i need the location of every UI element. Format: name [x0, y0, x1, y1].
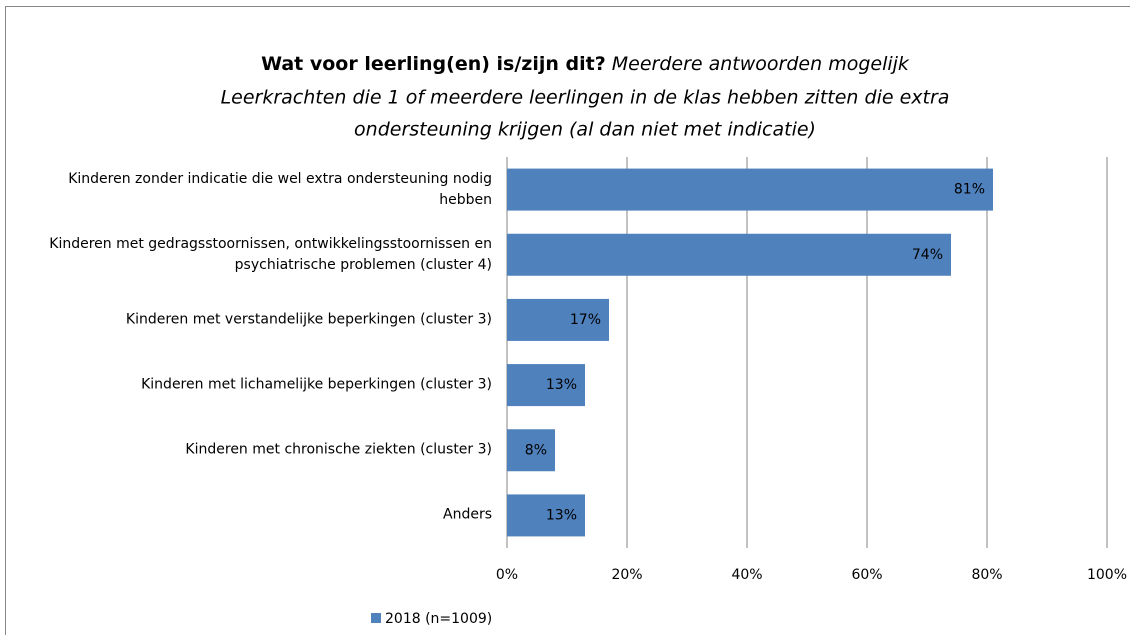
y-tick-label: Kinderen met gedragsstoornissen, ontwikk…: [49, 235, 492, 273]
y-tick-label: Kinderen met lichamelijke beperkingen (c…: [141, 376, 492, 393]
x-tick-label: 20%: [611, 567, 642, 583]
x-tick-label: 40%: [731, 567, 762, 583]
data-label: 8%: [525, 442, 547, 458]
subtitle: Meerdere antwoorden mogelijk: [612, 53, 910, 75]
legend-label: 2018 (n=1009): [385, 611, 492, 627]
data-label: 74%: [912, 247, 943, 263]
y-tick-label: Kinderen met chronische ziekten (cluster…: [185, 441, 492, 458]
legend-swatch: [371, 613, 381, 623]
data-label: 13%: [546, 377, 577, 393]
data-label: 13%: [546, 507, 577, 523]
subtitle: Leerkrachten die 1 of meerdere leerlinge…: [221, 87, 950, 109]
x-tick-label: 100%: [1087, 567, 1127, 583]
bar: [507, 298, 609, 341]
x-tick-label: 0%: [496, 567, 518, 583]
data-label: 81%: [954, 182, 985, 198]
bar: [507, 168, 993, 211]
y-tick-label: Kinderen met verstandelijke beperkingen …: [125, 311, 492, 328]
bar: [507, 494, 585, 537]
bar: [507, 233, 951, 276]
subtitle: ondersteuning krijgen (al dan niet met i…: [354, 119, 816, 141]
data-label: 17%: [570, 312, 601, 328]
y-tick-label: Kinderen zonder indicatie die wel extra …: [68, 170, 492, 208]
frame: [5, 6, 1130, 635]
chart-title: Wat voor leerling(en) is/zijn dit? Meerde…: [261, 53, 910, 75]
y-tick-label: Anders: [443, 506, 492, 523]
bar: [507, 429, 555, 472]
x-tick-label: 60%: [851, 567, 882, 583]
title-main: Wat voor leerling(en) is/zijn dit?: [261, 53, 606, 75]
bar: [507, 364, 585, 407]
x-tick-label: 80%: [971, 567, 1002, 583]
